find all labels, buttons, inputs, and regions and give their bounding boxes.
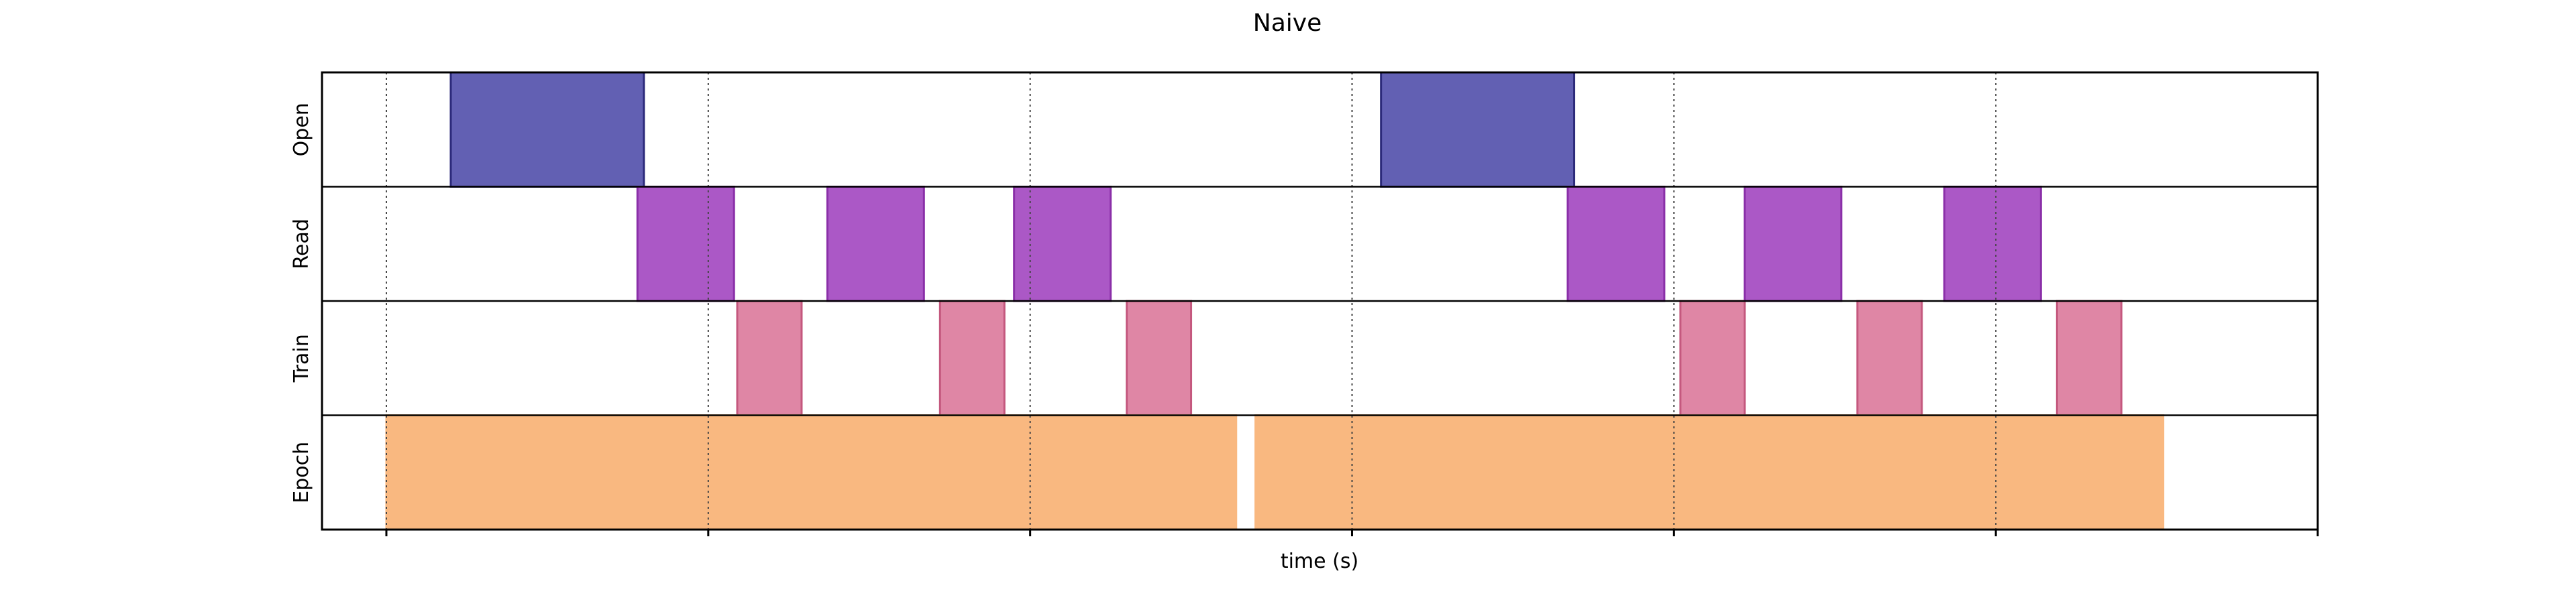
lane-label-read: Read <box>290 219 313 269</box>
bar-read-4 <box>1566 186 1666 302</box>
chart-title: Naive <box>1253 9 1322 37</box>
lanes-layer <box>385 71 2165 531</box>
ticks-layer <box>385 530 2319 536</box>
bar-open-1 <box>449 71 645 188</box>
plot-frame <box>321 71 2319 531</box>
lines-layer <box>322 186 2318 416</box>
lane-label-train: Train <box>290 334 313 383</box>
bar-epoch-2 <box>1254 414 2165 531</box>
bar-read-6 <box>1943 186 2042 302</box>
x-axis-label: time (s) <box>1281 550 1358 573</box>
grid-layer <box>385 72 1997 530</box>
bar-read-5 <box>1743 186 1843 302</box>
bar-epoch-1 <box>385 414 1238 531</box>
lane-label-epoch: Epoch <box>290 442 313 503</box>
bar-train-4 <box>1679 300 1746 416</box>
bar-read-1 <box>636 186 735 302</box>
bar-train-1 <box>736 300 803 416</box>
bar-read-3 <box>1013 186 1112 302</box>
bar-read-2 <box>826 186 925 302</box>
bar-open-2 <box>1380 71 1576 188</box>
bar-train-3 <box>1126 300 1193 416</box>
ylabels-layer: Open Read Train Epoch <box>290 103 313 503</box>
lane-label-open: Open <box>290 103 313 156</box>
bar-train-2 <box>938 300 1006 416</box>
bar-train-6 <box>2055 300 2123 416</box>
bar-train-5 <box>1856 300 1923 416</box>
